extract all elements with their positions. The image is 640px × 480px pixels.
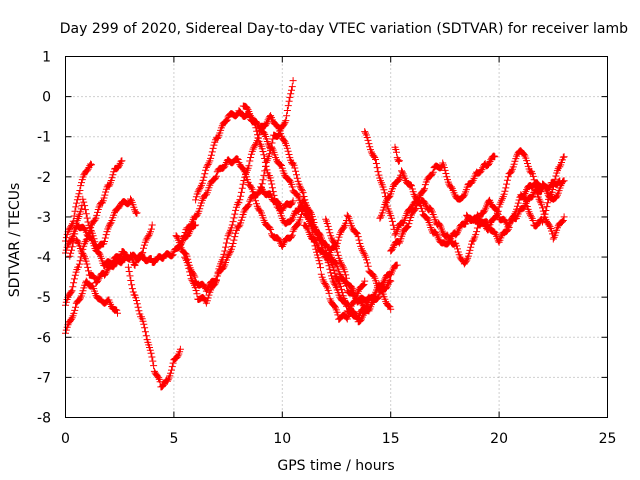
axis-ticks: 0 5 10 15 20 25 -8 -7 -6 -5 -4 -3 -2 -1 0 1: [37, 50, 616, 448]
y-tick-label: -8: [37, 411, 51, 427]
y-tick-label: -4: [37, 250, 51, 266]
data-point-markers: [239, 102, 369, 323]
data-point-markers: [517, 153, 568, 230]
series-pass-19: [387, 152, 499, 255]
x-tick-label: 15: [382, 431, 400, 447]
y-tick-label: -3: [37, 210, 51, 226]
data-point-markers: [131, 221, 156, 269]
series-pass-14: [257, 77, 297, 194]
data-point-markers: [257, 77, 297, 194]
y-tick-label: -1: [37, 130, 51, 146]
y-tick-label: -2: [37, 170, 51, 186]
y-tick-label: -6: [37, 330, 51, 346]
data-point-markers: [300, 211, 395, 313]
y-tick-label: -5: [37, 290, 51, 306]
x-tick-label: 25: [599, 431, 617, 447]
x-axis-label: GPS time / hours: [277, 458, 394, 474]
series-pass-13: [239, 102, 369, 323]
series-pass-5: [66, 195, 141, 260]
y-tick-label: 1: [42, 50, 51, 66]
series-pass-7: [124, 263, 184, 391]
y-tick-label: -7: [37, 370, 51, 386]
series-pass-8: [131, 221, 156, 269]
data-point-markers: [124, 263, 184, 391]
data-point-markers: [387, 152, 499, 255]
data-point-markers: [322, 215, 373, 313]
y-tick-label: 0: [42, 90, 51, 106]
y-axis-label: SDTVAR / TECUs: [7, 183, 23, 298]
x-tick-label: 5: [169, 431, 178, 447]
data-points: [62, 77, 568, 391]
data-point-markers: [391, 143, 403, 165]
series-pass-21: [517, 153, 568, 230]
series-pass-22: [391, 143, 403, 165]
x-tick-label: 0: [61, 431, 70, 447]
series-pass-16: [322, 215, 373, 313]
series-pass-15: [300, 211, 395, 313]
plot-frame: [65, 56, 608, 418]
chart-title: Day 299 of 2020, Sidereal Day-to-day VTE…: [60, 21, 628, 37]
x-tick-label: 10: [273, 431, 291, 447]
series-pass-20: [463, 147, 568, 243]
x-tick-label: 20: [490, 431, 508, 447]
data-point-markers: [463, 147, 568, 243]
data-point-markers: [66, 195, 141, 260]
